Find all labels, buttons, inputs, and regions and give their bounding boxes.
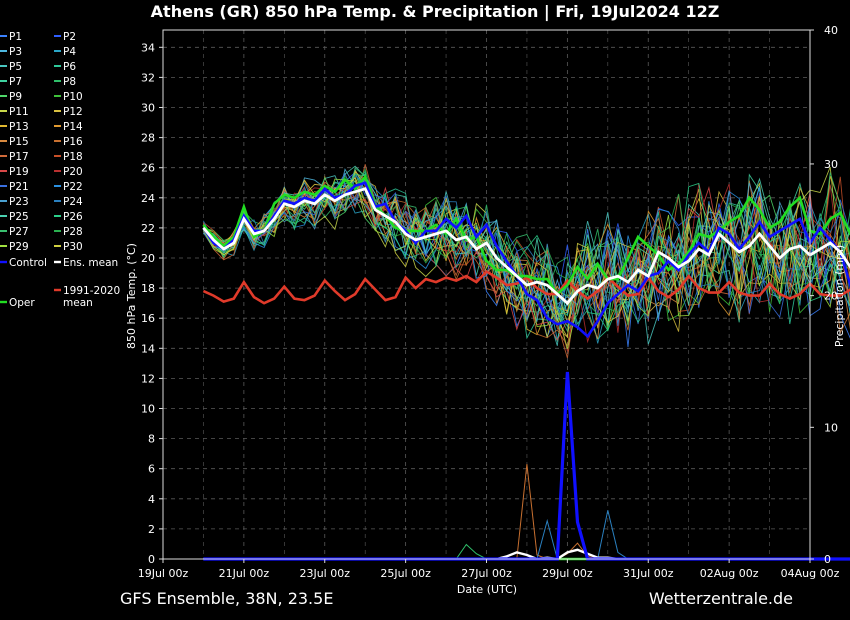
member-line-P22: [203, 176, 850, 326]
legend-label-P28: P28: [63, 226, 83, 238]
legend-label-P14: P14: [63, 121, 83, 133]
legend-label-P5: P5: [9, 61, 22, 73]
legend-label-P22: P22: [63, 181, 83, 193]
y-tick-label: 12: [141, 372, 155, 385]
member-line-P1: [203, 178, 850, 347]
y-tick-label: 4: [148, 493, 155, 506]
x-tick-label: 23Jul 00z: [299, 567, 350, 580]
legend-label-P20: P20: [63, 166, 83, 178]
y-axis-label: 850 hPa Temp. (°C): [125, 243, 138, 349]
model-label: GFS Ensemble, 38N, 23.5E: [120, 589, 333, 608]
x-tick-label: 25Jul 00z: [380, 567, 431, 580]
y2-tick-label: 20: [824, 290, 838, 303]
y-tick-label: 26: [141, 162, 155, 175]
legend-label-oper: Oper: [9, 297, 35, 309]
legend-label-P8: P8: [63, 76, 76, 88]
legend-label-P17: P17: [9, 151, 29, 163]
chart-title: Athens (GR) 850 hPa Temp. & Precipitatio…: [151, 2, 720, 22]
legend-label-P11: P11: [9, 106, 29, 118]
y-tick-label: 22: [141, 222, 155, 235]
legend-label-P29: P29: [9, 241, 29, 253]
y-tick-label: 0: [148, 553, 155, 566]
climatology-line: [202, 269, 850, 305]
y2-tick-label: 30: [824, 158, 838, 171]
legend-label-P13: P13: [9, 121, 29, 133]
legend-label-clim_line1: 1991-2020: [63, 285, 120, 297]
legend-label-P2: P2: [63, 31, 76, 43]
x-tick-label: 29Jul 00z: [542, 567, 593, 580]
y2-axis-label: Precipitation (mm): [833, 245, 846, 347]
x-tick-label: 19Jul 00z: [138, 567, 189, 580]
legend-label-P1: P1: [9, 31, 22, 43]
y-tick-label: 6: [148, 463, 155, 476]
legend-label-P23: P23: [9, 196, 29, 208]
member-line-P30: [203, 176, 850, 339]
y-tick-label: 16: [141, 312, 155, 325]
legend-label-P7: P7: [9, 76, 22, 88]
legend-label-P21: P21: [9, 181, 29, 193]
legend-label-P26: P26: [63, 211, 83, 223]
legend-label-P10: P10: [63, 91, 83, 103]
legend-label-ens_mean: Ens. mean: [63, 257, 118, 269]
legend-label-P25: P25: [9, 211, 29, 223]
y-tick-label: 24: [141, 192, 155, 205]
member-line-P8: [203, 184, 850, 314]
y-tick-label: 32: [141, 71, 155, 84]
y2-tick-label: 0: [824, 553, 831, 566]
x-tick-label: 31Jul 00z: [623, 567, 674, 580]
y-tick-label: 28: [141, 132, 155, 145]
y-tick-label: 30: [141, 102, 155, 115]
legend-label-P6: P6: [63, 61, 76, 73]
legend-label-P16: P16: [63, 136, 83, 148]
oper-line: [202, 174, 850, 297]
member-line-P5: [203, 168, 850, 346]
site-label: Wetterzentrale.de: [649, 589, 793, 608]
legend-label-control: Control: [9, 257, 47, 269]
member-line-P10: [203, 170, 850, 332]
x-tick-label: 02Aug 00z: [700, 567, 759, 580]
y2-tick-label: 10: [824, 421, 838, 434]
ens-mean-line: [202, 187, 850, 306]
legend-label-P30: P30: [63, 241, 83, 253]
member-line-P13: [203, 169, 850, 336]
x-tick-label: 04Aug 00z: [781, 567, 840, 580]
legend-label-P9: P9: [9, 91, 22, 103]
legend-label-P18: P18: [63, 151, 83, 163]
x-axis-label: Date (UTC): [457, 583, 517, 596]
member-line-P4: [203, 181, 850, 344]
x-tick-label: 27Jul 00z: [461, 567, 512, 580]
y-tick-label: 2: [148, 523, 155, 536]
legend: P1 P2 P3 P4 P5 P6 P7 P8 P9 P10 P11 P12 P13 P14 P15 P16 P…: [0, 31, 120, 309]
legend-label-P24: P24: [63, 196, 83, 208]
member-line-P12: [203, 171, 850, 332]
y2-tick-label: 40: [824, 24, 838, 37]
member-line-P24: [202, 174, 850, 331]
legend-label-P3: P3: [9, 46, 22, 58]
y-tick-label: 10: [141, 403, 155, 416]
x-tick-label: 21Jul 00z: [219, 567, 270, 580]
legend-label-P19: P19: [9, 166, 29, 178]
legend-label-clim-line2: mean: [63, 297, 93, 309]
y-tick-label: 18: [141, 282, 155, 295]
legend-label-P4: P4: [63, 46, 76, 58]
legend-label-P12: P12: [63, 106, 83, 118]
member-line-P18: [203, 176, 850, 323]
legend-label-P15: P15: [9, 136, 29, 148]
y-tick-label: 20: [141, 252, 155, 265]
y-tick-label: 8: [148, 433, 155, 446]
y-tick-label: 34: [141, 41, 155, 54]
legend-label-P27: P27: [9, 226, 29, 238]
y-tick-label: 14: [141, 342, 155, 355]
control-line: [202, 181, 850, 339]
